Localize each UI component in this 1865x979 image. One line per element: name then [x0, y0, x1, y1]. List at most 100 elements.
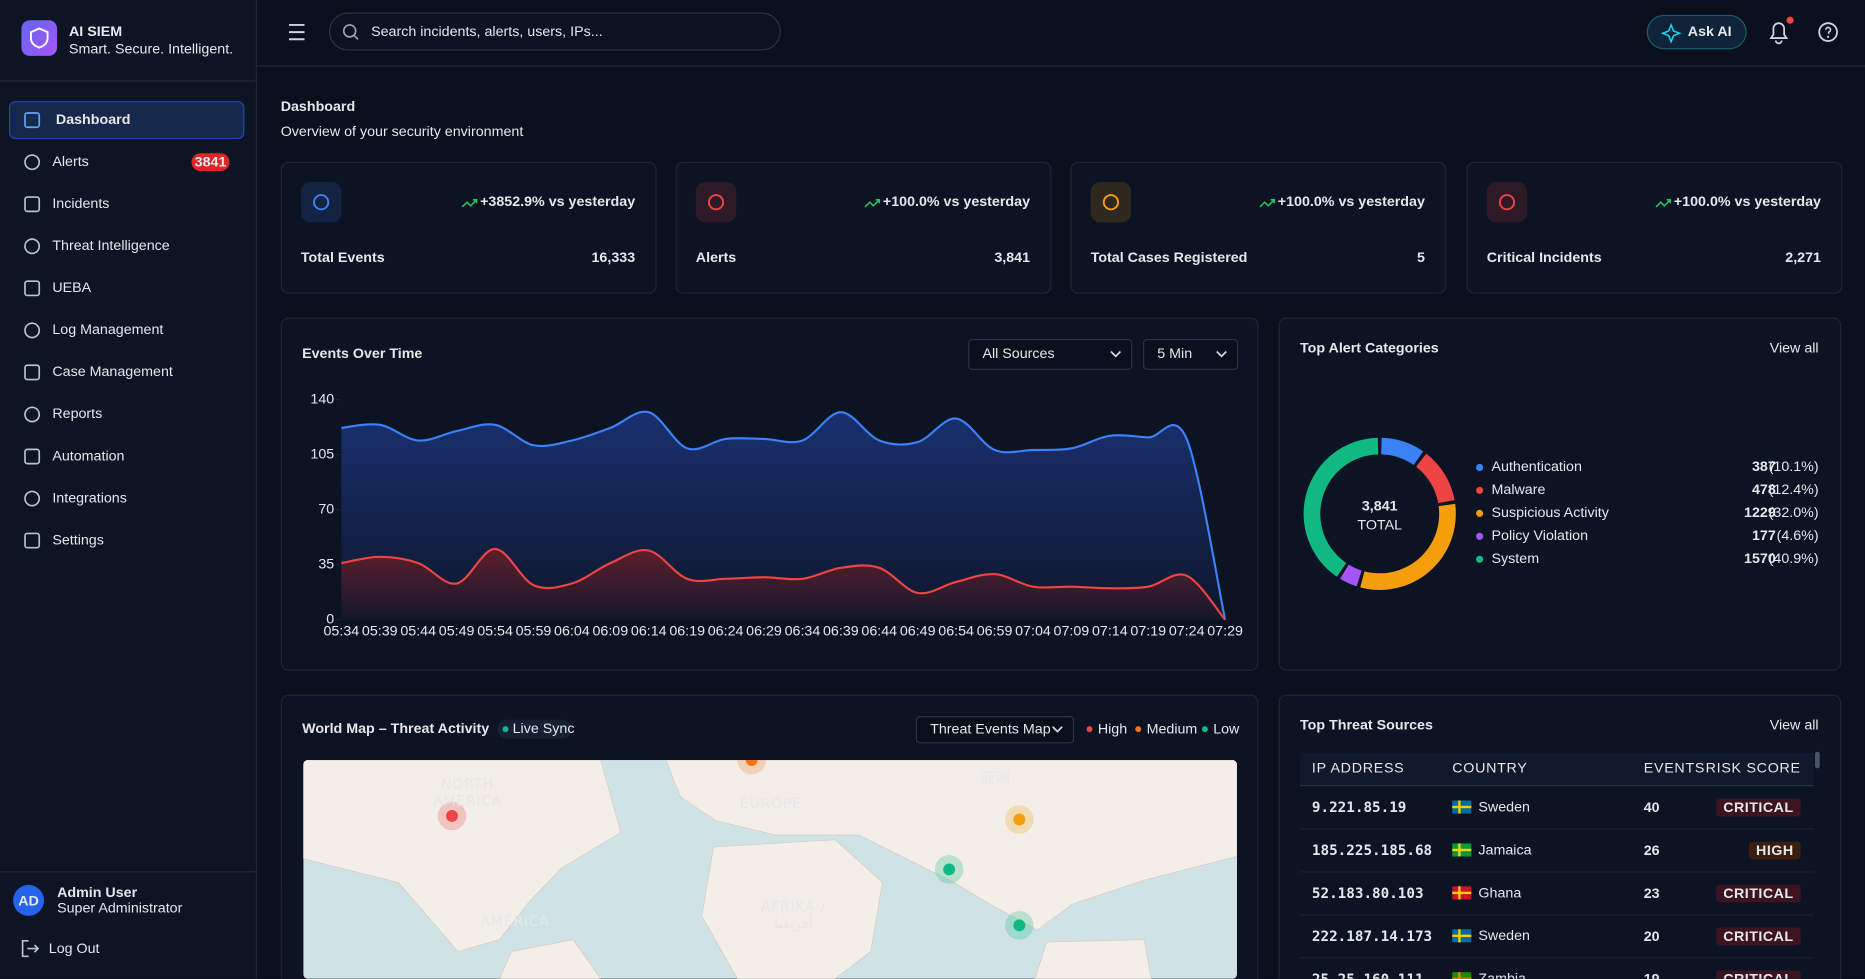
legend-label: Suspicious Activity [1492, 505, 1610, 521]
page-subtitle: Overview of your security environment [281, 124, 524, 140]
live-sync-label: Live Sync [513, 721, 575, 737]
nav-label: Alerts [52, 154, 88, 170]
x-tick-label: 07:04 [1015, 623, 1051, 639]
x-tick-label: 07:09 [1054, 623, 1090, 639]
menu-button[interactable] [289, 24, 305, 41]
tagline: Smart. Secure. Intelligent. [69, 42, 233, 58]
nav-icon [24, 112, 41, 129]
flag-stripe [1452, 934, 1472, 938]
nav-badge [191, 153, 230, 172]
x-tick-label: 05:44 [400, 623, 436, 639]
view-all-link[interactable]: View all [1770, 340, 1819, 356]
map-legend-dot [1086, 726, 1093, 733]
flag-stripe [1452, 805, 1472, 809]
select[interactable]: 5 Min [1143, 338, 1239, 370]
legend-dot [1476, 555, 1484, 563]
stat-card [1466, 161, 1843, 294]
map-legend-label: Low [1213, 721, 1240, 737]
select-chevron [1110, 350, 1122, 358]
nav-item[interactable]: Settings [24, 532, 104, 549]
map-label: EUROPE [740, 796, 802, 812]
search-icon [342, 24, 357, 38]
ip-address: 25.25.160.111 [1312, 972, 1424, 979]
search-box[interactable] [328, 12, 781, 51]
logout-button[interactable]: Log Out [21, 939, 100, 958]
panel-title: Top Threat Sources [1300, 717, 1433, 733]
nav-item[interactable]: Incidents [24, 196, 109, 213]
donut-segment [1416, 453, 1455, 504]
nav-icon [24, 532, 41, 549]
x-tick-label: 05:49 [439, 623, 475, 639]
nav-icon [24, 280, 41, 297]
select-chevron [1216, 350, 1227, 358]
nav-item[interactable]: Threat Intelligence [24, 238, 170, 255]
nav-item[interactable]: Alerts 3841 [24, 153, 230, 172]
column-header: IP ADDRESS [1312, 761, 1405, 777]
legend-value: 1229 [1744, 505, 1776, 521]
nav-icon [24, 322, 41, 339]
risk-badge-label: HIGH [1756, 843, 1794, 859]
nav-item[interactable]: UEBA [24, 280, 92, 297]
help-button[interactable] [1818, 22, 1838, 42]
nav-item[interactable]: Integrations [24, 490, 127, 507]
y-tick-label: 70 [318, 501, 334, 517]
nav-item[interactable]: Log Management [24, 322, 163, 339]
legend-label: System [1492, 551, 1540, 567]
nav-item[interactable]: Dashboard [8, 101, 245, 140]
stat-icon [1102, 194, 1119, 211]
ip-address: 222.187.14.173 [1312, 929, 1432, 945]
nav-label: Log Management [52, 322, 163, 338]
event-count: 40 [1644, 800, 1660, 816]
search-icon [353, 35, 359, 40]
nav-label: Reports [52, 406, 102, 422]
view-all-link[interactable]: View all [1770, 717, 1819, 733]
flag-stripe [1458, 929, 1461, 943]
x-tick-label: 06:49 [900, 623, 936, 639]
select-label: 5 Min [1157, 346, 1192, 362]
nav-item[interactable]: Automation [24, 448, 125, 465]
notifications-button[interactable] [1769, 16, 1794, 45]
donut-segment [1303, 437, 1379, 577]
legend-label: Policy Violation [1492, 528, 1588, 544]
logo-icon [29, 27, 49, 49]
stat-label: Alerts [696, 250, 737, 266]
nav-icon [24, 238, 41, 255]
stat-value: 2,271 [1785, 250, 1821, 266]
logout-label: Log Out [49, 941, 100, 957]
risk-badge [1716, 927, 1801, 946]
stat-icon-box [300, 181, 342, 223]
stat-label: Total Cases Registered [1091, 250, 1248, 266]
legend-dot [1476, 509, 1484, 517]
area-line [341, 410, 1227, 620]
legend-value: 1570 [1744, 551, 1776, 567]
x-tick-label: 06:34 [785, 623, 821, 639]
legend-percent: (12.4%) [1769, 482, 1819, 498]
map-legend-dot [1135, 726, 1142, 733]
area-fill [341, 411, 1226, 620]
trend-icon [1655, 199, 1672, 208]
event-count: 19 [1644, 972, 1660, 979]
x-tick-label: 05:39 [362, 623, 398, 639]
donut-total: 3,841 [1362, 498, 1398, 514]
select[interactable]: Threat Events Map [915, 716, 1075, 744]
panel-title: Events Over Time [302, 346, 422, 362]
risk-badge [1716, 884, 1801, 903]
map-label: AMÉRICA [480, 912, 549, 930]
nav-label: Incidents [52, 196, 109, 212]
donut-segment [1360, 503, 1456, 590]
y-tick-label: 105 [310, 446, 334, 462]
select[interactable]: All Sources [968, 338, 1133, 370]
flag-stripe [1458, 800, 1461, 814]
legend-value: 177 [1752, 528, 1776, 544]
x-tick-label: 06:09 [592, 623, 628, 639]
stat-card [280, 161, 657, 294]
stat-card [1070, 161, 1447, 294]
nav-label: Threat Intelligence [52, 238, 169, 254]
risk-badge-label: CRITICAL [1723, 972, 1793, 979]
map-legend-dot [1201, 726, 1208, 733]
select-box [1143, 338, 1239, 370]
legend-value: 387 [1752, 459, 1776, 475]
nav-item[interactable]: Reports [24, 406, 102, 423]
nav-item[interactable]: Case Management [24, 364, 173, 381]
